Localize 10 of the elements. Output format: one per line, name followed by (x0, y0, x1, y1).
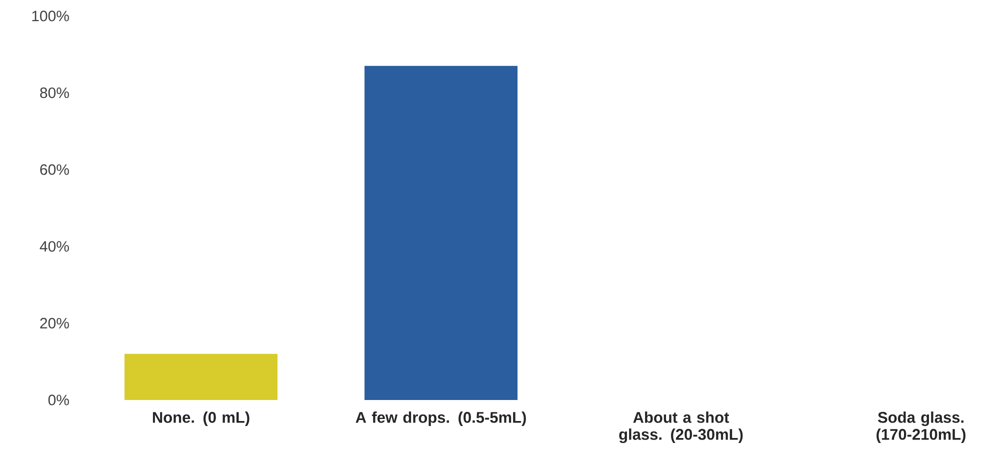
x-tick-label: A few drops. (0.5-5mL) (356, 412, 526, 426)
y-tick-label: 0% (48, 394, 69, 406)
x-tick-label: None. (0 mL) (152, 412, 250, 426)
x-tick-label: Soda glass. (170-210mL) (876, 412, 966, 443)
x-tick-label: About a shot glass. (20-30mL) (619, 412, 743, 444)
y-tick-label: 100% (32, 10, 69, 22)
y-tick-label: 20% (40, 318, 69, 328)
y-tick-label: 40% (40, 241, 69, 252)
y-tick-label: 80% (40, 87, 69, 98)
y-tick-label: 60% (40, 164, 69, 175)
